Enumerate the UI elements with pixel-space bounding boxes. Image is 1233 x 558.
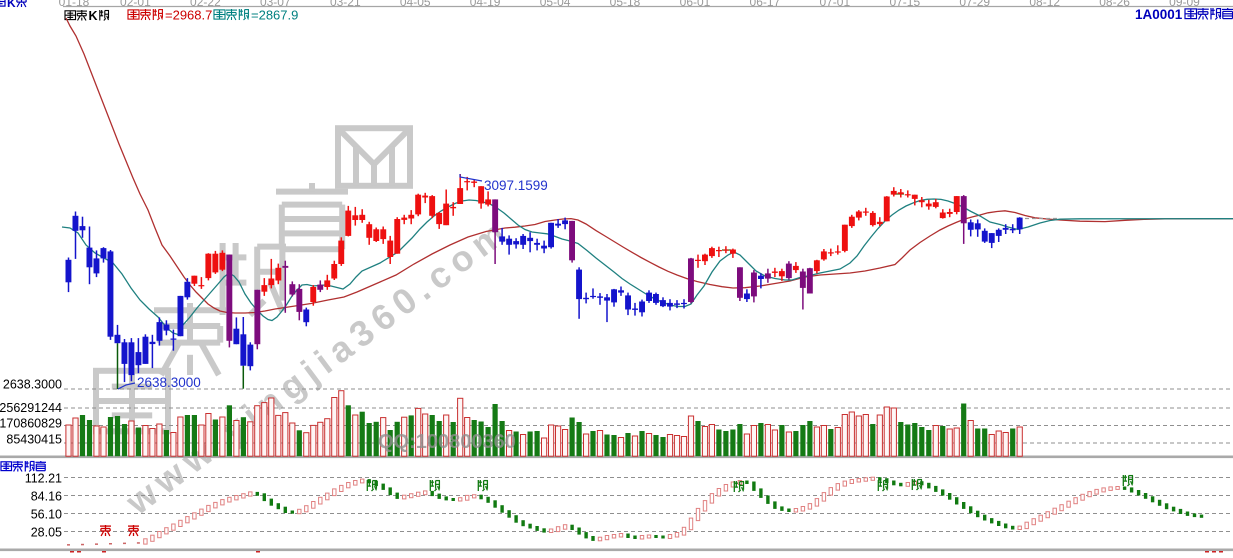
svg-text:28.05: 28.05 <box>31 526 62 540</box>
svg-text:02-22: 02-22 <box>190 0 221 9</box>
svg-text:03-21: 03-21 <box>330 0 361 9</box>
svg-text:112.21: 112.21 <box>25 472 62 486</box>
svg-text:56.10: 56.10 <box>31 508 62 522</box>
svg-text:05-18: 05-18 <box>610 0 641 9</box>
svg-text:03-07: 03-07 <box>260 0 291 9</box>
svg-text:06-01: 06-01 <box>680 0 711 9</box>
svg-text:K: K <box>7 0 16 10</box>
svg-text:02-01: 02-01 <box>120 0 151 9</box>
svg-text:01-18: 01-18 <box>59 0 90 9</box>
svg-text:3097.1599: 3097.1599 <box>484 178 548 193</box>
svg-text:07-01: 07-01 <box>819 0 850 9</box>
svg-text:08-12: 08-12 <box>1029 0 1060 9</box>
svg-text:85430415: 85430415 <box>6 433 62 447</box>
svg-text:05-04: 05-04 <box>540 0 571 9</box>
svg-text:04-19: 04-19 <box>470 0 501 9</box>
svg-text:K: K <box>89 9 98 23</box>
svg-text:09-09: 09-09 <box>1169 0 1200 9</box>
svg-text:=2968.7: =2968.7 <box>165 8 212 23</box>
svg-text:06-17: 06-17 <box>750 0 781 9</box>
svg-text:07-29: 07-29 <box>959 0 990 9</box>
svg-text:84.16: 84.16 <box>31 490 62 504</box>
svg-text:1A0001: 1A0001 <box>1135 7 1183 22</box>
svg-text:08-26: 08-26 <box>1099 0 1130 9</box>
svg-text:=2867.9: =2867.9 <box>251 8 298 23</box>
svg-text:07-15: 07-15 <box>889 0 920 9</box>
svg-text:2638.3000: 2638.3000 <box>137 375 201 390</box>
svg-text:170860829: 170860829 <box>0 417 62 431</box>
svg-text:2638.3000: 2638.3000 <box>3 378 62 392</box>
svg-text:04-05: 04-05 <box>400 0 431 9</box>
svg-text:QQ:100800360: QQ:100800360 <box>378 431 516 453</box>
svg-text:256291244: 256291244 <box>0 401 62 415</box>
